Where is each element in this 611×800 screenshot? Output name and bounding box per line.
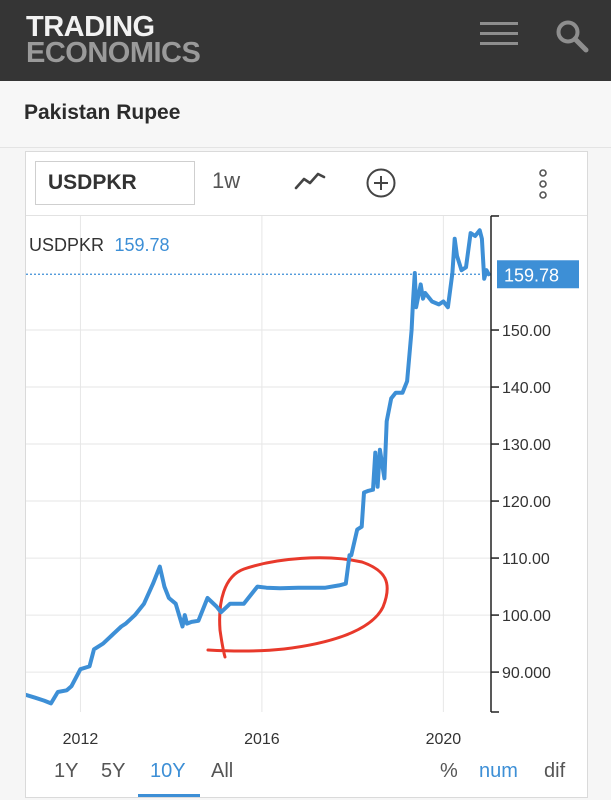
vertical-dots-icon[interactable] (536, 166, 550, 202)
price-badge: 159.78 (497, 260, 579, 289)
range-1y-button[interactable]: 1Y (54, 760, 79, 782)
price-badge-value: 159.78 (504, 265, 559, 285)
line-chart-icon[interactable] (294, 168, 328, 192)
page-title: Pakistan Rupee (24, 101, 181, 124)
x-tick-label: 2020 (426, 731, 462, 748)
add-circle-icon[interactable] (365, 167, 397, 199)
chart-toolbar: 1w (26, 152, 587, 216)
usdpkr-series-line (26, 228, 491, 706)
y-tick-label: 90.000 (502, 665, 551, 682)
logo-text-trading[interactable]: TRADING (26, 11, 155, 43)
logo-text-economics[interactable]: ECONOMICS (26, 37, 201, 69)
x-tick-label: 2012 (63, 731, 99, 748)
price-chart[interactable]: 90.000 100.00 110.00 120.00 130.00 140.00 150.… (26, 152, 587, 749)
y-tick-label: 110.00 (502, 551, 550, 568)
range-bar: 1Y 5Y 10Y All % num dif (26, 749, 587, 797)
y-tick-label: 120.00 (502, 494, 551, 511)
chart-legend: USDPKR 159.78 (29, 235, 170, 255)
legend-value: 159.78 (114, 235, 169, 255)
range-10y-button[interactable]: 10Y (150, 760, 186, 782)
x-tick-label: 2016 (244, 731, 280, 748)
legend-symbol: USDPKR (29, 235, 104, 255)
y-tick-label: 150.00 (502, 323, 551, 340)
y-tick-label: 130.00 (502, 437, 551, 454)
active-range-indicator (138, 794, 200, 797)
range-all-button[interactable]: All (211, 760, 234, 782)
chart-card: 1w 90.000 100.00 110.00 120.00 130.00 140.00 1… (25, 151, 588, 798)
x-axis-ticks: 2012 2016 2020 (63, 731, 462, 748)
search-icon[interactable] (555, 19, 589, 53)
hand-drawn-annotation-circle (206, 556, 389, 659)
mode-num-button[interactable]: num (479, 760, 518, 782)
symbol-input[interactable] (35, 161, 195, 205)
range-5y-button[interactable]: 5Y (101, 760, 126, 782)
y-tick-label: 140.00 (502, 380, 551, 397)
y-axis-ticks: 90.000 100.00 110.00 120.00 130.00 140.00 150.… (491, 215, 551, 713)
y-tick-label: 100.00 (502, 608, 551, 625)
mode-dif-button[interactable]: dif (544, 760, 566, 782)
mode-percent-button[interactable]: % (440, 760, 458, 782)
header-bar: TRADING ECONOMICS (0, 0, 611, 81)
hamburger-menu-icon[interactable] (480, 22, 518, 46)
interval-button[interactable]: 1w (212, 168, 241, 193)
title-bar: Pakistan Rupee (0, 81, 611, 148)
